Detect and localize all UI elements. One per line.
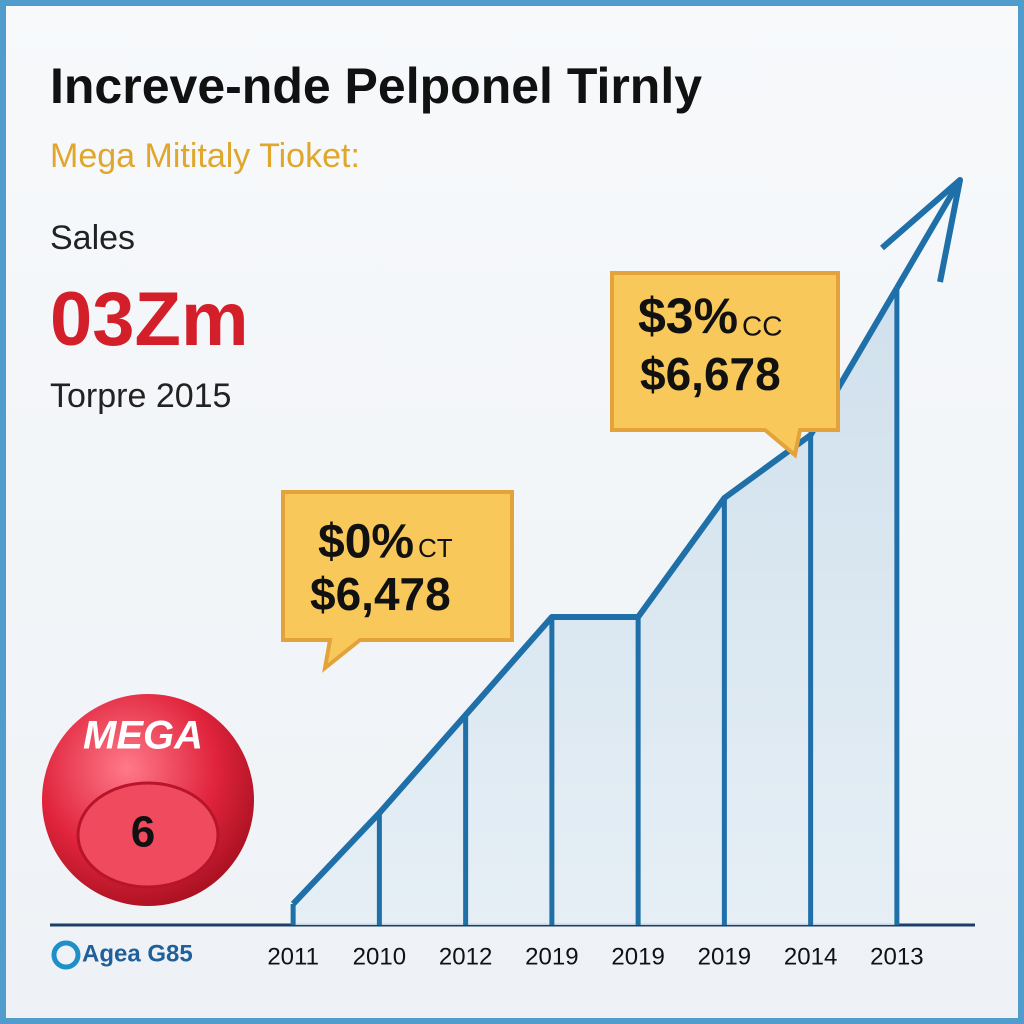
arrow-shaft — [894, 178, 963, 290]
stat-note: Torpre 2015 — [50, 377, 231, 415]
title: Increve-nde Pelponel Tirnly — [50, 58, 702, 114]
arrow-head — [880, 177, 963, 283]
x-tick-label: 2014 — [784, 943, 837, 970]
subtitle: Mega Mititaly Tioket: — [50, 137, 360, 175]
x-tick-label: 2011 — [267, 943, 319, 970]
logo: Agea G85 — [51, 940, 193, 970]
callout: $3% CC $6,678 — [610, 271, 840, 459]
stat-label: Sales — [50, 219, 135, 257]
callout-line2: $6,678 — [640, 348, 781, 400]
x-tick-label: 2019 — [698, 943, 751, 970]
callout-suffix: CC — [742, 310, 782, 341]
lottery-ball: MEGA 6 — [42, 694, 254, 906]
x-tick-label: 2010 — [353, 943, 406, 970]
ball-brand: MEGA — [83, 714, 203, 758]
x-tick-label: 2019 — [611, 943, 664, 970]
x-tick-label: 2012 — [439, 943, 492, 970]
callout-line2: $6,478 — [310, 568, 451, 620]
ball-number: 6 — [131, 808, 155, 857]
logo-text: Agea G85 — [82, 940, 193, 967]
callout: $0% CT $6,478 — [281, 490, 514, 673]
callout-suffix: CT — [418, 533, 453, 563]
area-fill — [293, 288, 897, 925]
x-tick-label: 2013 — [870, 943, 923, 970]
x-tick-label: 2019 — [525, 943, 578, 970]
stat-value: 03Zm — [50, 277, 249, 362]
callout-line1: $0% — [318, 516, 414, 569]
callout-line1: $3% — [638, 288, 738, 344]
